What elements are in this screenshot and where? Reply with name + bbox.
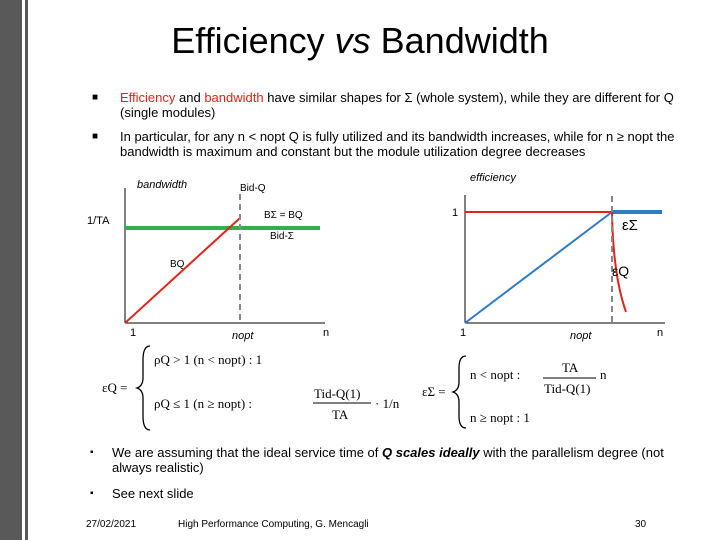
left-x-tick-nopt: nopt [232, 330, 254, 342]
left-brace [134, 345, 151, 431]
eq-left-tail: · 1/n [375, 396, 400, 411]
eq-right-lhs: εΣ = [422, 384, 446, 399]
right-brace [450, 355, 467, 429]
eq-left-case2-cond: ρQ ≤ 1 (n ≥ nopt) : [154, 396, 253, 411]
footer-date: 27/02/2021 [86, 519, 137, 530]
label-epsilon-sigma: εΣ [622, 217, 638, 234]
right-x-label: n [657, 327, 664, 339]
eq-left-denominator: TA [332, 407, 349, 422]
left-x-tick-1: 1 [130, 327, 137, 339]
label-bid-q: Bid-Q [240, 183, 266, 194]
eq-right-denominator: Tid-Q(1) [544, 381, 591, 396]
footer-course: High Performance Computing, G. Mencagli [178, 519, 369, 530]
footer-page-number: 30 [635, 519, 647, 530]
bullet-2: ■ In particular, for any n < nopt Q is f… [92, 129, 675, 159]
eq-right-case2: n ≥ nopt : 1 [470, 410, 530, 425]
right-x-tick-nopt: nopt [570, 330, 592, 342]
left-y-tick: 1/TA [87, 215, 110, 227]
bullet-marker: ■ [92, 131, 99, 142]
eq-right-case1-cond: n < nopt : [470, 367, 521, 382]
eq-right-n: n [600, 367, 607, 382]
bullet-1: ■ Efficiency and bandwidth have similar … [92, 90, 674, 120]
right-y-tick: 1 [452, 207, 459, 219]
eq-left-case1: ρQ > 1 (n < nopt) : 1 [154, 352, 263, 367]
eq-left-lhs: εQ = [102, 380, 128, 395]
right-x-tick-1: 1 [460, 327, 467, 339]
bullet-marker: ▪ [90, 488, 94, 499]
eq-left-numerator: Tid-Q(1) [314, 386, 361, 401]
left-y-label: bandwidth [137, 179, 188, 191]
slide-title: Efficiency vs Bandwidth [171, 20, 549, 61]
left-x-label: n [323, 327, 330, 339]
bullet-4: ▪ See next slide [90, 486, 194, 501]
bandwidth-q-rising-line [124, 217, 241, 324]
eq-right-numerator: TA [562, 360, 579, 375]
label-bq: BQ [170, 259, 185, 270]
efficiency-q-decreasing-curve [611, 211, 627, 313]
label-bsigma: BΣ = BQ [264, 210, 303, 221]
efficiency-rising-line [464, 211, 613, 324]
left-accent-bar [0, 0, 22, 540]
bullet-3: ▪ We are assuming that the ideal service… [90, 445, 664, 475]
right-y-label: efficiency [470, 172, 516, 184]
bullet-marker: ■ [92, 92, 99, 103]
label-epsilon-q: εQ [612, 263, 630, 279]
label-bid-sigma: Bid-Σ [270, 231, 294, 242]
bullet-marker: ▪ [90, 447, 94, 458]
left-accent-line [25, 0, 28, 540]
